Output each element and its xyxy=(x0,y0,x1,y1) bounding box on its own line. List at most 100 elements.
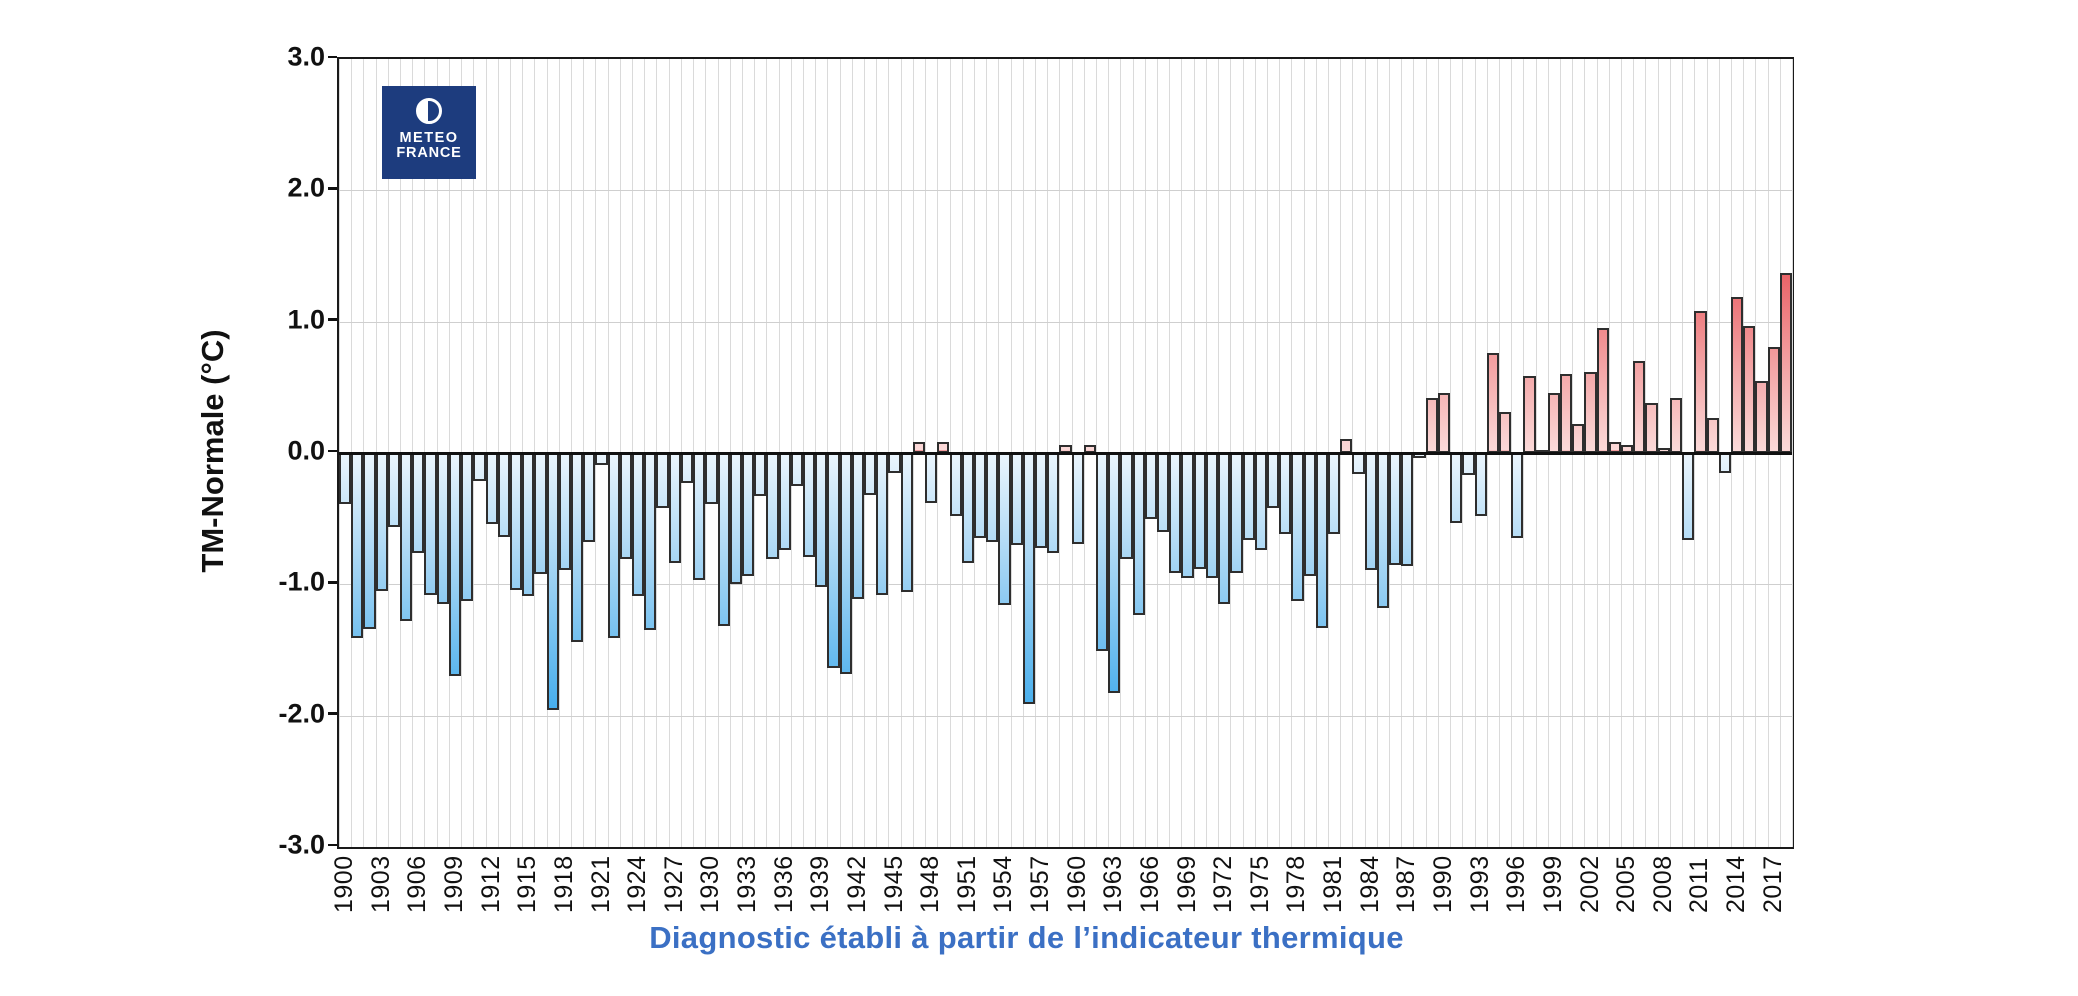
x-tick-label: 2017 xyxy=(1758,855,1787,913)
y-tick-mark xyxy=(328,449,337,453)
x-tick-label: 1972 xyxy=(1209,855,1238,913)
bar-1924 xyxy=(632,453,645,597)
bar-1967 xyxy=(1157,453,1170,532)
bar-1940 xyxy=(827,453,840,669)
bar-1946 xyxy=(900,453,913,593)
bar-1987 xyxy=(1401,453,1414,566)
bar-2012 xyxy=(1706,417,1719,453)
bar-2002 xyxy=(1584,371,1597,453)
bar-2018 xyxy=(1779,273,1792,453)
bar-1977 xyxy=(1279,453,1292,535)
gridline-vertical xyxy=(1792,59,1793,847)
y-tick-mark xyxy=(328,318,337,321)
x-tick-label: 1930 xyxy=(696,855,725,913)
bar-1907 xyxy=(424,453,437,595)
bar-1948 xyxy=(925,453,938,503)
bar-2013 xyxy=(1718,453,1731,473)
bar-1916 xyxy=(534,453,547,574)
x-tick-label: 2002 xyxy=(1575,855,1604,913)
x-tick-label: 1900 xyxy=(330,855,359,913)
x-tick-label: 1987 xyxy=(1392,855,1421,913)
bar-2003 xyxy=(1596,328,1609,453)
logo-text-line1: METEO xyxy=(399,130,459,146)
x-tick-label: 1999 xyxy=(1538,855,1567,913)
bar-1935 xyxy=(766,453,779,560)
bar-1953 xyxy=(986,453,999,543)
x-tick-label: 1963 xyxy=(1099,855,1128,913)
bar-1914 xyxy=(509,453,523,590)
x-tick-label: 1984 xyxy=(1355,855,1384,913)
bar-1965 xyxy=(1132,453,1145,615)
x-tick-label: 1975 xyxy=(1245,855,1274,913)
bar-1909 xyxy=(448,453,462,677)
x-tick-label: 1981 xyxy=(1319,855,1348,913)
bar-1971 xyxy=(1205,453,1219,578)
x-tick-label: 1948 xyxy=(916,855,945,913)
bar-1994 xyxy=(1486,353,1499,453)
x-tick-label: 1921 xyxy=(586,855,615,913)
bar-1972 xyxy=(1218,453,1231,605)
x-tick-label: 1906 xyxy=(403,855,432,913)
x-tick-label: 1936 xyxy=(769,855,798,913)
bar-1908 xyxy=(436,453,449,605)
bar-1905 xyxy=(400,453,413,622)
bar-1923 xyxy=(619,453,633,560)
bar-2015 xyxy=(1743,325,1756,453)
bar-1957 xyxy=(1034,453,1048,548)
x-tick-label: 1912 xyxy=(476,855,505,913)
x-tick-label: 1978 xyxy=(1282,855,1311,913)
bar-1921 xyxy=(595,453,608,465)
bar-1991 xyxy=(1450,453,1463,523)
bar-1941 xyxy=(839,453,852,674)
plot-area xyxy=(337,57,1794,849)
bar-1981 xyxy=(1328,453,1341,535)
bar-1979 xyxy=(1303,453,1316,577)
bar-1956 xyxy=(1022,453,1035,704)
zero-line xyxy=(339,451,1792,455)
bar-1918 xyxy=(558,453,571,570)
y-tick-mark xyxy=(328,187,337,190)
bar-2017 xyxy=(1767,346,1780,453)
bar-1919 xyxy=(570,453,584,643)
bar-1966 xyxy=(1144,453,1158,519)
bar-1954 xyxy=(998,453,1011,606)
bar-1932 xyxy=(729,453,742,585)
bar-1942 xyxy=(851,453,865,599)
bar-1943 xyxy=(864,453,877,496)
bar-2014 xyxy=(1730,296,1744,453)
bar-1997 xyxy=(1523,375,1536,453)
bar-1990 xyxy=(1437,392,1451,453)
bar-2000 xyxy=(1560,374,1573,453)
y-tick-label: -3.0 xyxy=(278,829,325,860)
x-tick-label: 1939 xyxy=(806,855,835,913)
bar-1901 xyxy=(351,453,364,639)
bar-1951 xyxy=(961,453,974,564)
bar-1930 xyxy=(705,453,718,505)
y-tick-label: 0.0 xyxy=(287,435,325,466)
chart-caption: Diagnostic établi à partir de l’indicate… xyxy=(649,920,1404,955)
meteo-france-circle-icon xyxy=(416,98,442,124)
bar-2010 xyxy=(1682,453,1695,540)
x-tick-label: 1954 xyxy=(989,855,1018,913)
x-tick-label: 1957 xyxy=(1026,855,1055,913)
bar-2001 xyxy=(1572,424,1585,453)
bar-1989 xyxy=(1425,397,1438,453)
gridline-horizontal xyxy=(339,321,1792,323)
bar-1944 xyxy=(876,453,889,595)
bar-1969 xyxy=(1181,453,1194,578)
x-tick-label: 1903 xyxy=(366,855,395,913)
y-tick-label: 1.0 xyxy=(287,304,325,335)
x-tick-label: 1990 xyxy=(1429,855,1457,913)
bar-1902 xyxy=(363,453,376,629)
bar-1968 xyxy=(1169,453,1182,573)
bar-1920 xyxy=(583,453,596,543)
bar-1980 xyxy=(1315,453,1328,628)
bar-1952 xyxy=(973,453,987,539)
bar-1922 xyxy=(607,453,620,639)
y-tick-label: -1.0 xyxy=(278,566,325,597)
bar-1936 xyxy=(778,453,791,551)
bar-1984 xyxy=(1364,453,1377,570)
bar-2009 xyxy=(1669,397,1683,453)
bar-1929 xyxy=(693,453,706,581)
bar-1911 xyxy=(473,453,486,481)
